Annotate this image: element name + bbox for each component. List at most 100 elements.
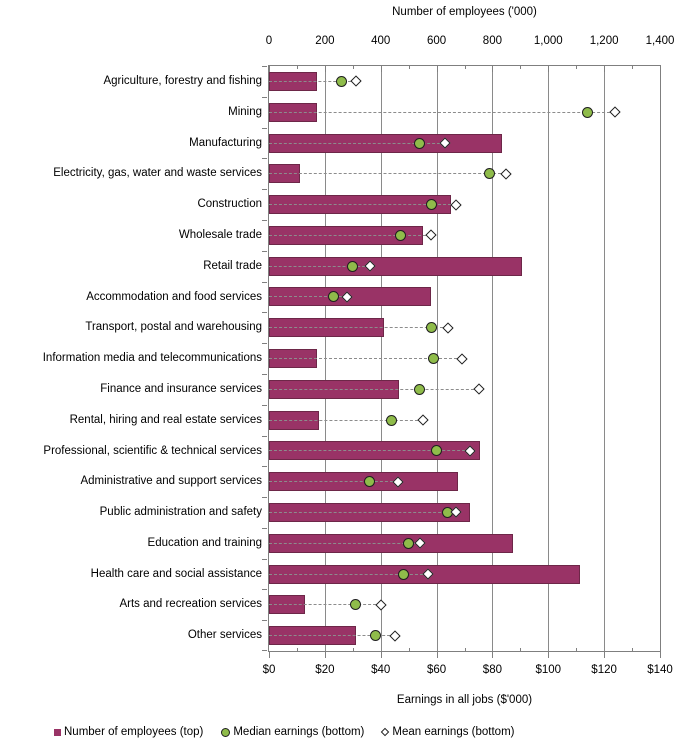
legend: Number of employees (top) Median earning… [54, 726, 514, 738]
mean-connector-line [269, 111, 616, 113]
median-marker [386, 414, 398, 426]
category-label: Manufacturing [189, 136, 262, 149]
median-marker [350, 599, 362, 611]
category-axis-tick [262, 558, 267, 560]
legend-item-median: Median earnings (bottom) [221, 726, 364, 738]
mean-marker [472, 383, 485, 395]
mean-connector-line [269, 635, 395, 637]
mean-connector-line [269, 419, 423, 421]
category-label: Other services [187, 629, 262, 642]
top-axis-tick [632, 66, 634, 69]
category-label: Mining [228, 105, 262, 118]
bottom-axis-tick-label: $120 [591, 664, 617, 676]
category-axis-tick [262, 620, 267, 622]
legend-label-employees: Number of employees (top) [64, 726, 204, 738]
category-axis-tick [262, 373, 267, 375]
mean-connector-line [269, 265, 370, 267]
median-marker [425, 322, 437, 334]
top-axis-tick-label: 0 [265, 35, 273, 47]
median-marker [364, 476, 375, 488]
top-axis-tick-label: 800 [482, 35, 502, 47]
category-axis-tick [262, 312, 267, 314]
top-axis-tick [660, 66, 661, 72]
top-axis-tick-label: 400 [371, 35, 391, 47]
median-marker [581, 106, 593, 118]
category-axis-tick [262, 219, 267, 221]
bottom-axis-tick [492, 652, 494, 658]
bottom-axis-tick-label: $140 [647, 664, 673, 676]
category-axis-tick [262, 404, 267, 406]
bottom-axis-tick [604, 652, 606, 658]
bottom-axis-tick-label: $80 [482, 664, 502, 676]
top-axis-tick [408, 66, 410, 69]
category-axis-tick [262, 497, 267, 499]
mean-connector-line [269, 511, 457, 513]
mean-connector-line [269, 327, 448, 329]
bottom-axis-tick [408, 648, 410, 651]
mean-connector-line [269, 542, 420, 544]
bottom-axis-tick [324, 652, 326, 658]
category-label: Wholesale trade [178, 228, 262, 241]
median-marker [369, 630, 381, 642]
mean-connector-line [269, 173, 507, 175]
bottom-axis-tick [632, 648, 634, 651]
mean-marker [500, 168, 513, 180]
category-label: Accommodation and food services [86, 290, 262, 303]
mean-marker [425, 229, 437, 241]
mean-connector-line [269, 234, 431, 236]
legend-label-mean: Mean earnings (bottom) [392, 726, 515, 738]
mean-connector-line [269, 388, 479, 390]
median-marker [414, 383, 426, 395]
category-axis-tick [262, 435, 267, 437]
mean-marker [389, 629, 401, 642]
category-axis-tick [262, 127, 267, 129]
category-label: Information media and telecommunications [42, 352, 262, 365]
category-axis-tick [262, 650, 267, 651]
median-marker [414, 137, 426, 149]
mean-marker [609, 106, 621, 118]
bottom-axis-tick [660, 652, 661, 658]
bottom-axis-tick-labels: $0 $20 $40 $60 $80 $100 $120 $140 [263, 664, 673, 678]
mean-marker [349, 75, 362, 88]
top-axis-tick-label: 1,400 [645, 35, 675, 47]
median-marker [327, 291, 339, 303]
category-label: Construction [197, 198, 262, 211]
median-marker [431, 445, 443, 457]
top-axis-tick [380, 66, 382, 72]
bottom-axis-tick-label: $40 [371, 664, 391, 676]
category-label: Arts and recreation services [119, 598, 262, 611]
top-axis-tick [324, 66, 326, 72]
category-label: Rental, hiring and real estate services [69, 413, 262, 426]
mean-connector-line [269, 573, 429, 575]
top-axis-title: Number of employees ('000) [392, 6, 537, 18]
top-axis-tick-label: 1,000 [533, 35, 563, 47]
gridline [548, 66, 550, 651]
bottom-axis-tick [520, 648, 522, 651]
top-axis-tick-label: 1,200 [589, 35, 619, 47]
bottom-axis-tick-label: $20 [315, 664, 335, 676]
bottom-axis-tick [269, 652, 270, 658]
plot-area [262, 65, 661, 658]
gridline [604, 66, 606, 651]
bottom-axis-tick [548, 652, 550, 658]
mean-connector-line [269, 142, 445, 144]
top-axis-tick [520, 66, 522, 69]
top-axis-tick-labels: 0 200 400 600 800 1,000 1,200 1,400 [265, 35, 675, 49]
top-axis-tick [576, 66, 578, 69]
legend-item-mean: Mean earnings (bottom) [381, 726, 515, 738]
bottom-axis-tick-label: $100 [535, 664, 562, 676]
bottom-axis-tick [296, 648, 298, 651]
category-label: Retail trade [203, 259, 262, 272]
mean-marker [450, 198, 462, 211]
mean-connector-line [269, 450, 471, 452]
top-axis-tick [604, 66, 606, 72]
mean-marker [442, 322, 454, 334]
bottom-axis-tick [464, 648, 466, 651]
bottom-axis-tick [576, 648, 578, 651]
mean-marker [375, 599, 387, 611]
category-label: Professional, scientific & technical ser… [43, 444, 262, 457]
category-axis-tick [262, 589, 267, 591]
mean-marker [456, 352, 468, 365]
category-label: Education and training [147, 536, 262, 549]
